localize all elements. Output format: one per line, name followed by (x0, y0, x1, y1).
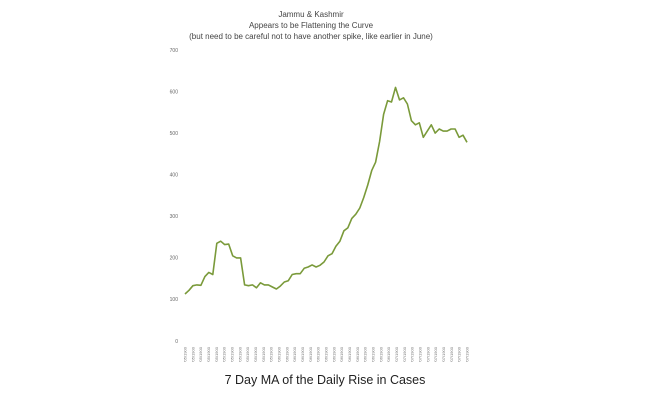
x-tick-label: 02/07/1900 (394, 346, 399, 362)
x-tick-label: 06/07/1900 (410, 346, 415, 362)
x-tick-label: 21/05/1900 (230, 346, 235, 362)
x-tick-label: 27/05/1900 (253, 346, 258, 362)
x-tick-label: 30/06/1900 (386, 346, 391, 362)
y-tick-label: 700 (170, 48, 179, 54)
x-tick-label: 17/05/1900 (214, 346, 219, 362)
x-tick-label: 12/07/1900 (433, 346, 438, 362)
y-tick-label: 500 (170, 131, 179, 137)
chart-title: Jammu & Kashmir Appears to be Flattening… (189, 10, 433, 41)
x-tick-label: 14/06/1900 (324, 346, 329, 362)
y-tick-label: 600 (170, 89, 179, 95)
x-axis: 09/05/1900 11/05/1900 13/05/1900 15/05/1900… (183, 346, 470, 362)
x-tick-label: 14/07/1900 (441, 346, 446, 362)
x-tick-label: 16/06/1900 (331, 346, 336, 362)
x-tick-label: 06/06/1900 (292, 346, 297, 362)
y-tick-label: 200 (170, 256, 179, 262)
chart-title-line-3: (but need to be careful not to have anot… (189, 32, 433, 41)
y-tick-label: 0 (175, 339, 178, 345)
series-group (184, 86, 468, 295)
chart-title-line-2: Appears to be Flattening the Curve (249, 21, 374, 30)
x-tick-label: 22/06/1900 (355, 346, 360, 362)
x-tick-label: 12/06/1900 (316, 346, 321, 362)
y-tick-label: 400 (170, 173, 179, 179)
chart-title-line-1: Jammu & Kashmir (278, 10, 344, 19)
x-tick-label: 11/05/1900 (190, 346, 195, 362)
x-tick-label: 23/05/1900 (237, 346, 242, 362)
x-tick-label: 10/06/1900 (308, 346, 313, 362)
x-tick-label: 20/07/1900 (465, 346, 470, 362)
x-tick-label: 29/05/1900 (261, 346, 266, 362)
x-tick-label: 10/07/1900 (425, 346, 430, 362)
x-tick-label: 09/05/1900 (183, 346, 188, 362)
x-tick-label: 08/07/1900 (418, 346, 423, 362)
y-axis: 0 100 200 300 400 500 600 700 (170, 48, 179, 345)
x-tick-label: 16/07/1900 (449, 346, 454, 362)
x-tick-label: 25/05/1900 (245, 346, 250, 362)
x-tick-label: 04/06/1900 (284, 346, 289, 362)
x-tick-label: 08/06/1900 (300, 346, 305, 362)
x-tick-label: 28/06/1900 (378, 346, 383, 362)
x-tick-label: 18/06/1900 (339, 346, 344, 362)
x-tick-label: 31/05/1900 (269, 346, 274, 362)
x-tick-label: 19/05/1900 (222, 346, 227, 362)
x-tick-label: 04/07/1900 (402, 346, 407, 362)
chart-panel: Jammu & Kashmir Appears to be Flattening… (165, 0, 485, 362)
line-chart: Jammu & Kashmir Appears to be Flattening… (170, 10, 470, 362)
y-tick-label: 300 (170, 214, 179, 220)
x-tick-label: 26/06/1900 (371, 346, 376, 362)
x-tick-label: 02/06/1900 (277, 346, 282, 362)
x-tick-label: 13/05/1900 (198, 346, 203, 362)
figure-caption: 7 Day MA of the Daily Rise in Cases (224, 373, 426, 387)
y-tick-label: 100 (170, 297, 179, 303)
x-tick-label: 18/07/1900 (457, 346, 462, 362)
x-tick-label: 15/05/1900 (206, 346, 211, 362)
x-tick-label: 24/06/1900 (363, 346, 368, 362)
x-tick-label: 20/06/1900 (347, 346, 352, 362)
series-line (184, 86, 468, 295)
